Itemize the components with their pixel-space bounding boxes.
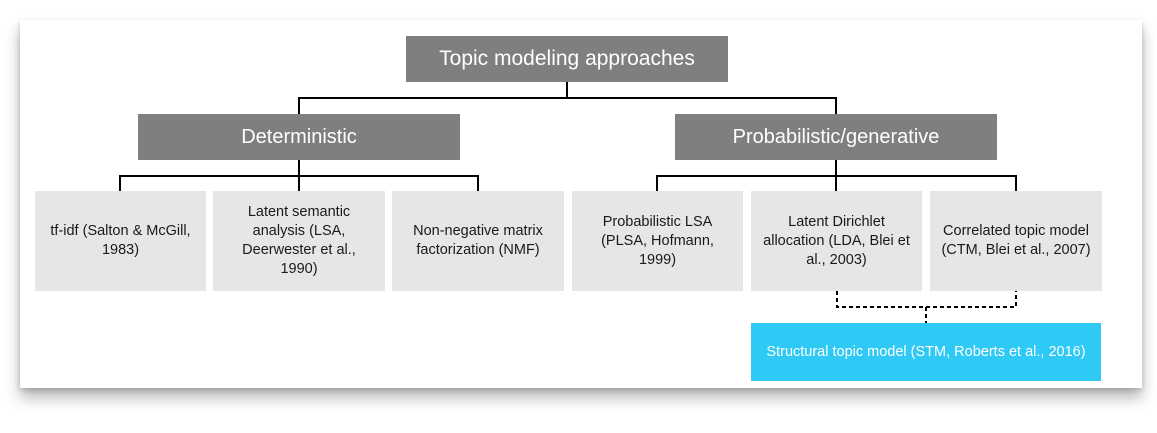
method-tfidf: tf-idf (Salton & McGill, 1983) <box>35 191 206 291</box>
connector-deterministic-to-methods <box>119 160 479 191</box>
category-deterministic: Deterministic <box>138 114 460 160</box>
method-lsa: Latent semantic analysis (LSA, Deerweste… <box>213 191 385 291</box>
method-nmf: Non-negative matrix factorization (NMF) <box>392 191 564 291</box>
method-lda-label: Latent Dirichlet allocation (LDA, Blei e… <box>763 213 910 268</box>
method-ctm-label: Correlated topic model (CTM, Blei et al.… <box>941 223 1091 258</box>
category-deterministic-label: Deterministic <box>241 125 357 148</box>
connector-dashed-lda-ctm-to-stm <box>836 291 1017 323</box>
category-probabilistic-label: Probabilistic/generative <box>732 125 940 148</box>
method-plsa-label: Probabilistic LSA (PLSA, Hofmann, 1999) <box>601 213 714 268</box>
root-node: Topic modeling approaches <box>406 36 728 82</box>
method-lsa-label: Latent semantic analysis (LSA, Deerweste… <box>242 204 356 277</box>
category-probabilistic: Probabilistic/generative <box>675 114 997 160</box>
connector-root-to-categories <box>298 82 837 114</box>
extension-stm: Structural topic model (STM, Roberts et … <box>751 323 1101 381</box>
method-nmf-label: Non-negative matrix factorization (NMF) <box>413 223 543 258</box>
method-lda: Latent Dirichlet allocation (LDA, Blei e… <box>751 191 922 291</box>
method-tfidf-label: tf-idf (Salton & McGill, 1983) <box>50 223 191 258</box>
method-ctm: Correlated topic model (CTM, Blei et al.… <box>930 191 1102 291</box>
extension-stm-label: Structural topic model (STM, Roberts et … <box>766 344 1086 360</box>
connector-probabilistic-to-methods <box>656 160 1017 191</box>
method-plsa: Probabilistic LSA (PLSA, Hofmann, 1999) <box>572 191 743 291</box>
root-node-label: Topic modeling approaches <box>439 47 695 70</box>
